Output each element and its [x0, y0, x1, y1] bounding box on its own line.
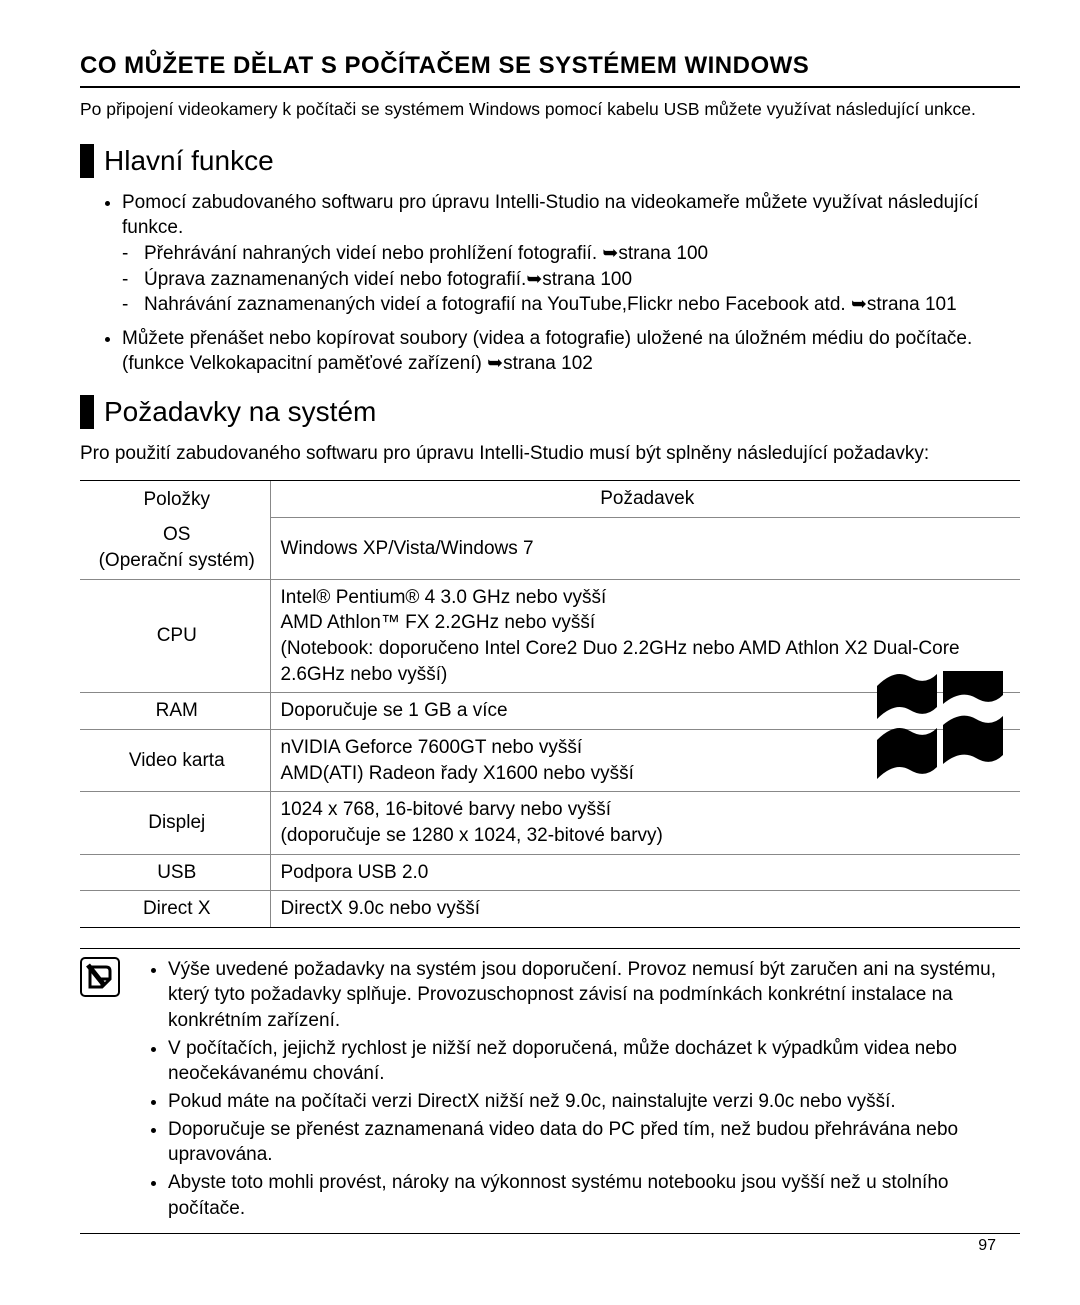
- row-label: Video karta: [80, 729, 270, 791]
- sub-1: Přehrávání nahraných videí nebo prohlíže…: [144, 241, 1020, 267]
- row-label: OS(Operační systém): [80, 517, 270, 579]
- row-label: USB: [80, 854, 270, 891]
- bullet-2: Můžete přenášet nebo kopírovat soubory (…: [122, 326, 1020, 377]
- table-header-items: Položky: [80, 481, 270, 517]
- note-item: Abyste toto mohli provést, nároky na výk…: [168, 1170, 1020, 1221]
- section-2-title: Požadavky na systém: [80, 395, 1020, 429]
- row-label: CPU: [80, 579, 270, 693]
- notes-list: Výše uvedené požadavky na systém jsou do…: [134, 957, 1020, 1223]
- sub-2: Úprava zaznamenaných videí nebo fotograf…: [144, 267, 1020, 293]
- bullet-1: Pomocí zabudovaného softwaru pro úpravu …: [122, 192, 979, 239]
- row-label: RAM: [80, 693, 270, 730]
- requirements-table-container: Položky Požadavek OS(Operační systém)Win…: [80, 480, 1020, 927]
- note-item: Výše uvedené požadavky na systém jsou do…: [168, 957, 1020, 1034]
- row-value: DirectX 9.0c nebo vyšší: [270, 891, 1020, 927]
- page-heading: CO MŮŽETE DĚLAT S POČÍTAČEM SE SYSTÉMEM …: [80, 50, 1020, 88]
- sub-3: Nahrávání zaznamenaných videí a fotograf…: [144, 292, 1020, 318]
- notes-block: Výše uvedené požadavky na systém jsou do…: [80, 948, 1020, 1234]
- section-1-title: Hlavní funkce: [80, 144, 1020, 178]
- row-value: 1024 x 768, 16-bitové barvy nebo vyšší(d…: [270, 792, 1020, 854]
- row-label: Direct X: [80, 891, 270, 927]
- note-icon: [80, 957, 120, 997]
- note-item: Doporučuje se přenést zaznamenaná video …: [168, 1117, 1020, 1168]
- intro-text: Po připojení videokamery k počítači se s…: [80, 98, 1020, 122]
- note-item: Pokud máte na počítači verzi DirectX niž…: [168, 1089, 1020, 1115]
- row-value: Podpora USB 2.0: [270, 854, 1020, 891]
- table-header-req: Požadavek: [270, 481, 1020, 517]
- row-value: Windows XP/Vista/Windows 7: [270, 517, 1020, 579]
- requirements-intro: Pro použití zabudovaného softwaru pro úp…: [80, 441, 1020, 467]
- windows-logo-icon: [865, 671, 1015, 791]
- row-label: Displej: [80, 792, 270, 854]
- section-1-list: Pomocí zabudovaného softwaru pro úpravu …: [80, 190, 1020, 377]
- page-number: 97: [978, 1235, 996, 1257]
- note-item: V počítačích, jejichž rychlost je nižší …: [168, 1036, 1020, 1087]
- section-1-sublist: Přehrávání nahraných videí nebo prohlíže…: [122, 241, 1020, 318]
